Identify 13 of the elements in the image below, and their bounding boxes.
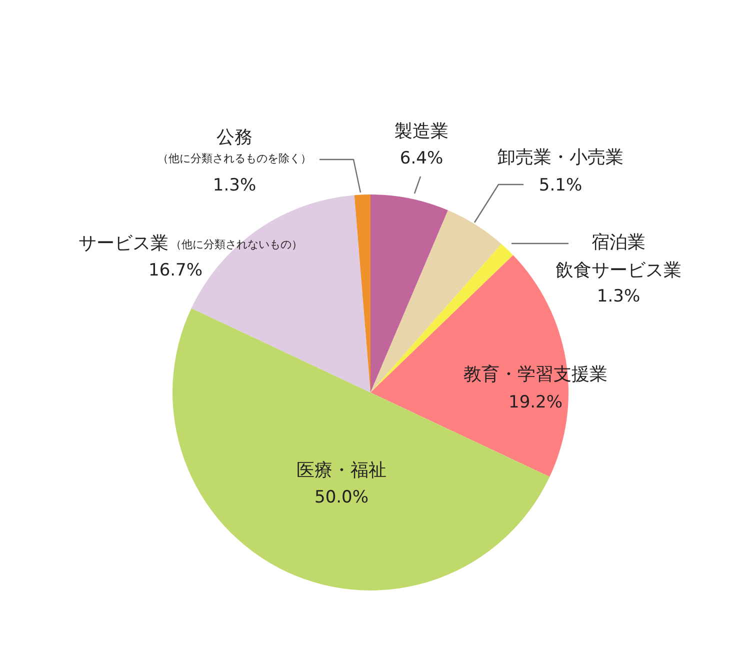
- data-label: 16.7%: [148, 260, 203, 280]
- data-label: 5.1%: [538, 176, 582, 196]
- slice-label: 卸売業・小売業: [498, 147, 624, 168]
- slice-label: 製造業: [394, 121, 448, 142]
- data-label: 1.3%: [596, 286, 640, 306]
- data-label: 6.4%: [400, 148, 444, 168]
- slice-label: 公務（他に分類されるものを除く）: [158, 127, 312, 165]
- data-label: 50.0%: [314, 488, 369, 508]
- slice-label: 宿泊業飲食サービス業: [556, 232, 682, 281]
- data-label: 19.2%: [508, 392, 563, 412]
- slice-label: サービス業（他に分類されないもの）: [78, 233, 302, 254]
- slice-label: 医療・福祉: [296, 460, 386, 481]
- data-label: 1.3%: [212, 176, 256, 196]
